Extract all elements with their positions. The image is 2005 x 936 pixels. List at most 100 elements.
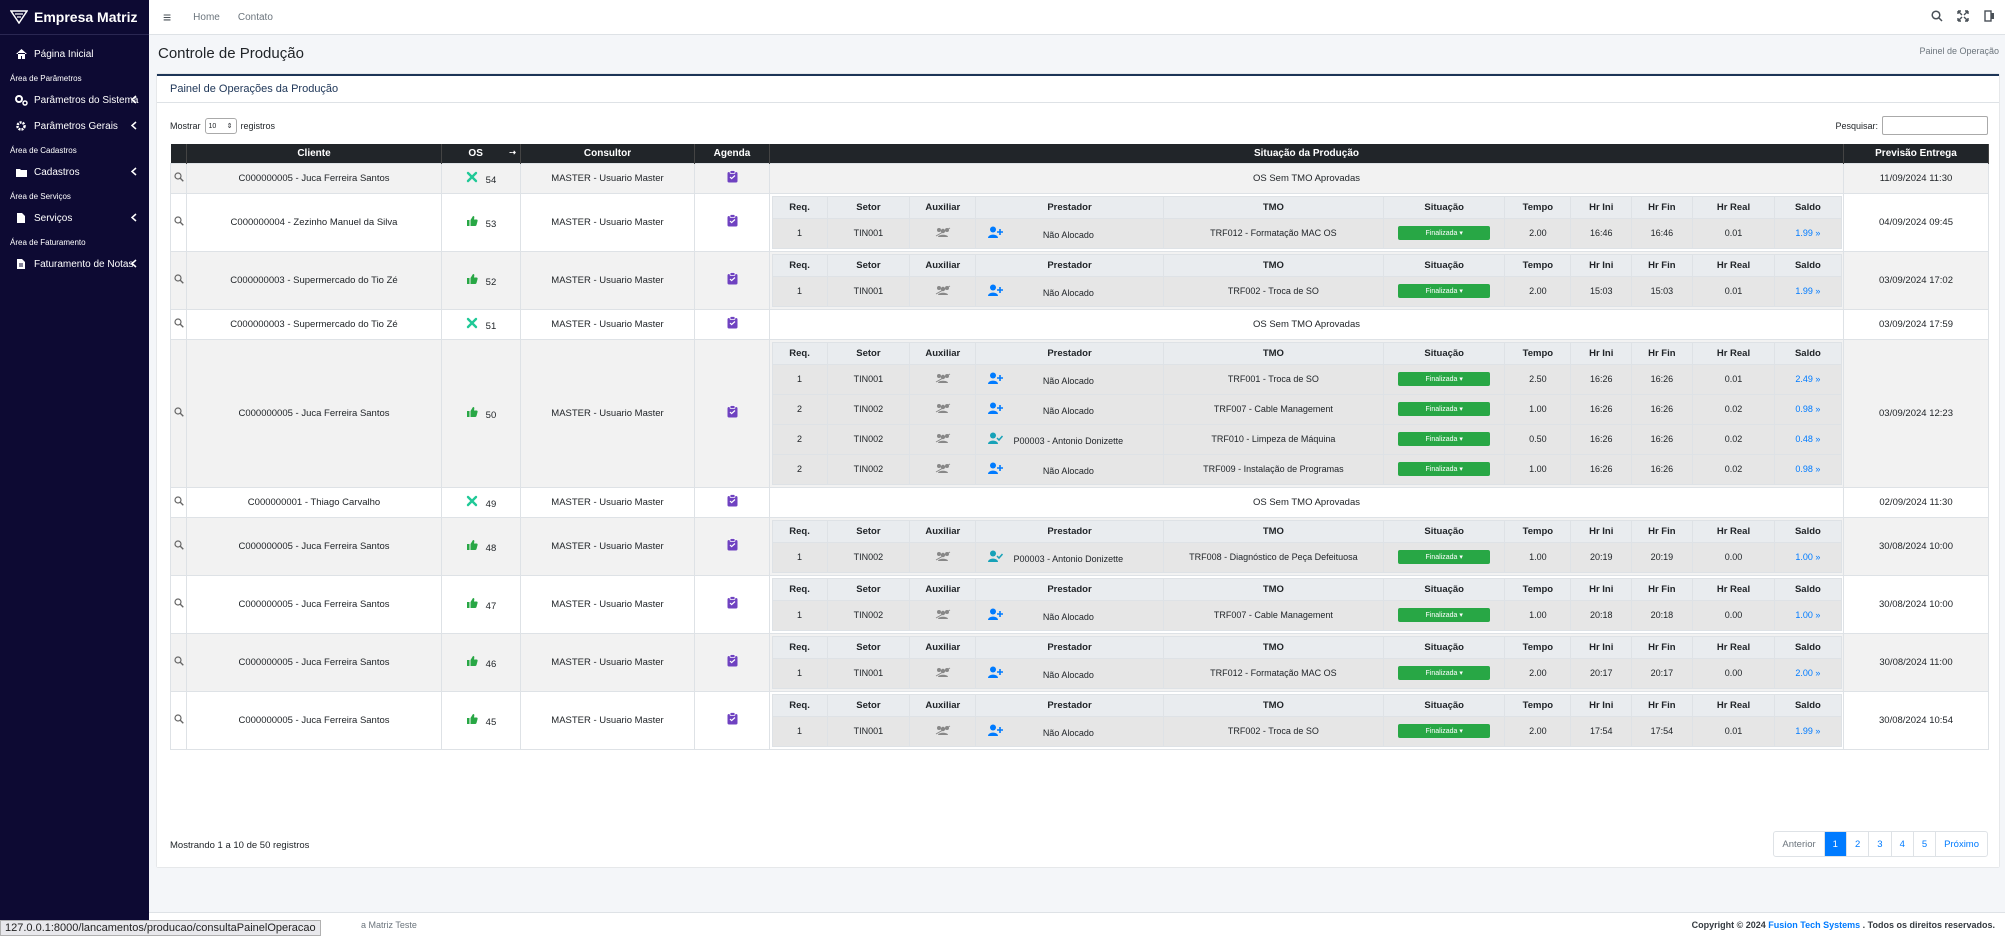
search-icon[interactable] xyxy=(173,495,184,506)
double-chevron-right-icon[interactable]: » xyxy=(1815,464,1821,474)
finalizada-dropdown-button[interactable]: Finalizada ▾ xyxy=(1398,284,1491,298)
sidebar-item[interactable]: Cadastros xyxy=(0,159,149,185)
double-chevron-right-icon[interactable]: » xyxy=(1815,404,1821,414)
users-icon[interactable] xyxy=(935,725,951,736)
agenda-cell[interactable] xyxy=(694,516,770,576)
users-icon[interactable] xyxy=(935,285,951,296)
finalizada-dropdown-button[interactable]: Finalizada ▾ xyxy=(1398,402,1491,416)
saldo-value[interactable]: 0.98 xyxy=(1795,464,1813,474)
column-header[interactable]: OS ⇢ xyxy=(441,144,521,163)
double-chevron-right-icon[interactable]: » xyxy=(1815,286,1821,296)
agenda-cell[interactable] xyxy=(694,574,770,634)
page-button[interactable]: 1 xyxy=(1824,832,1847,856)
user-plus-icon[interactable] xyxy=(988,608,1004,620)
page-button[interactable]: 4 xyxy=(1892,832,1914,856)
users-icon[interactable] xyxy=(935,403,951,414)
search-input[interactable] xyxy=(1882,116,1988,135)
row-search-cell[interactable] xyxy=(170,338,187,488)
search-icon[interactable] xyxy=(173,713,184,724)
row-search-cell[interactable] xyxy=(170,250,187,310)
page-button[interactable]: Anterior xyxy=(1774,832,1825,856)
users-icon[interactable] xyxy=(935,551,951,562)
saldo-value[interactable]: 1.99 xyxy=(1795,286,1813,296)
copyright-brand-link[interactable]: Fusion Tech Systems xyxy=(1768,920,1861,930)
double-chevron-right-icon[interactable]: » xyxy=(1815,228,1821,238)
column-header[interactable]: Previsão Entrega xyxy=(1843,144,1989,163)
sub-saldo[interactable]: 1.99 » xyxy=(1774,275,1842,307)
sub-saldo[interactable]: 2.00 » xyxy=(1774,657,1842,689)
finalizada-dropdown-button[interactable]: Finalizada ▾ xyxy=(1398,226,1491,240)
saldo-value[interactable]: 1.00 xyxy=(1795,610,1813,620)
column-header[interactable]: Agenda xyxy=(694,144,770,163)
column-header[interactable]: Situação da Produção xyxy=(769,144,1844,163)
finalizada-dropdown-button[interactable]: Finalizada ▾ xyxy=(1398,608,1491,622)
sub-saldo[interactable]: 1.99 » xyxy=(1774,217,1842,249)
user-plus-icon[interactable] xyxy=(988,666,1004,678)
breadcrumb[interactable]: Painel de Operação xyxy=(1919,46,1999,56)
saldo-value[interactable]: 2.00 xyxy=(1795,668,1813,678)
double-chevron-right-icon[interactable]: » xyxy=(1815,552,1821,562)
users-icon[interactable] xyxy=(935,373,951,384)
search-icon[interactable] xyxy=(173,597,184,608)
double-chevron-right-icon[interactable]: » xyxy=(1815,726,1821,736)
double-chevron-right-icon[interactable]: » xyxy=(1815,668,1821,678)
saldo-value[interactable]: 0.98 xyxy=(1795,404,1813,414)
search-icon[interactable] xyxy=(173,317,184,328)
search-icon[interactable] xyxy=(173,273,184,284)
clipboard-icon[interactable] xyxy=(727,596,738,609)
agenda-cell[interactable] xyxy=(694,632,770,692)
row-search-cell[interactable] xyxy=(170,690,187,750)
row-search-cell[interactable] xyxy=(170,308,187,340)
double-chevron-right-icon[interactable]: » xyxy=(1815,374,1821,384)
user-plus-icon[interactable] xyxy=(988,284,1004,296)
search-icon[interactable] xyxy=(1931,10,1943,22)
clipboard-icon[interactable] xyxy=(727,405,738,418)
hamburger-icon[interactable]: ≡ xyxy=(163,9,172,25)
agenda-cell[interactable] xyxy=(694,338,770,488)
sidebar-item[interactable]: Parâmetros do Sistema xyxy=(0,87,149,113)
sidebar-item[interactable]: Parâmetros Gerais xyxy=(0,113,149,139)
finalizada-dropdown-button[interactable]: Finalizada ▾ xyxy=(1398,550,1491,564)
clipboard-icon[interactable] xyxy=(727,170,738,183)
sub-saldo[interactable]: 0.48 » xyxy=(1774,423,1842,455)
user-check-icon[interactable] xyxy=(988,550,1004,562)
clipboard-icon[interactable] xyxy=(727,538,738,551)
agenda-cell[interactable] xyxy=(694,308,770,340)
column-header[interactable]: Consultor xyxy=(520,144,695,163)
sub-saldo[interactable]: 1.00 » xyxy=(1774,541,1842,573)
user-plus-icon[interactable] xyxy=(988,372,1004,384)
double-chevron-right-icon[interactable]: » xyxy=(1815,610,1821,620)
agenda-cell[interactable] xyxy=(694,250,770,310)
agenda-cell[interactable] xyxy=(694,486,770,518)
page-button[interactable]: 2 xyxy=(1847,832,1870,856)
user-plus-icon[interactable] xyxy=(988,402,1004,414)
users-icon[interactable] xyxy=(935,227,951,238)
sidebar-item[interactable]: Faturamento de Notas xyxy=(0,251,149,277)
page-button[interactable]: 3 xyxy=(1869,832,1892,856)
saldo-value[interactable]: 1.99 xyxy=(1795,726,1813,736)
agenda-cell[interactable] xyxy=(694,162,770,194)
agenda-cell[interactable] xyxy=(694,192,770,252)
saldo-value[interactable]: 2.49 xyxy=(1795,374,1813,384)
sidebar-item[interactable]: Página Inicial xyxy=(0,41,149,67)
finalizada-dropdown-button[interactable]: Finalizada ▾ xyxy=(1398,724,1491,738)
saldo-value[interactable]: 1.99 xyxy=(1795,228,1813,238)
double-chevron-right-icon[interactable]: » xyxy=(1815,434,1821,444)
nav-contato-link[interactable]: Contato xyxy=(237,11,273,23)
sub-saldo[interactable]: 0.98 » xyxy=(1774,393,1842,425)
sub-saldo[interactable]: 0.98 » xyxy=(1774,453,1842,485)
row-search-cell[interactable] xyxy=(170,516,187,576)
finalizada-dropdown-button[interactable]: Finalizada ▾ xyxy=(1398,666,1491,680)
brand[interactable]: Empresa Matriz xyxy=(0,0,149,35)
length-select[interactable]: 10 ⇕ xyxy=(204,118,237,134)
page-button[interactable]: Próximo xyxy=(1944,838,1979,850)
finalizada-dropdown-button[interactable]: Finalizada ▾ xyxy=(1398,432,1491,446)
user-plus-icon[interactable] xyxy=(988,226,1004,238)
page-button[interactable]: 5 xyxy=(1914,832,1937,856)
user-check-icon[interactable] xyxy=(988,432,1004,444)
user-plus-icon[interactable] xyxy=(988,724,1004,736)
logout-icon[interactable] xyxy=(1983,10,1995,22)
saldo-value[interactable]: 0.48 xyxy=(1795,434,1813,444)
row-search-cell[interactable] xyxy=(170,486,187,518)
clipboard-icon[interactable] xyxy=(727,316,738,329)
